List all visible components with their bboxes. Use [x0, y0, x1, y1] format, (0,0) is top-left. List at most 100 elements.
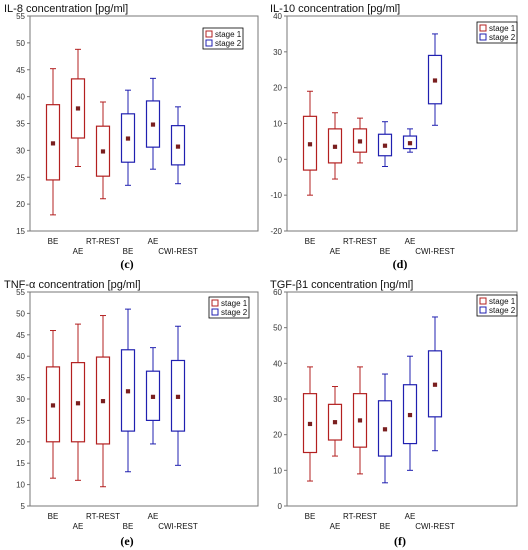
chart-panel-2: IL-10 concentration [pg/ml] -20 -10 0 10 20 30… [270, 3, 518, 271]
y-tick-label: 15 [16, 227, 25, 236]
box-1 [302, 90, 318, 196]
panel-label: (f) [394, 534, 406, 548]
box-6 [170, 106, 186, 185]
y-tick-label: 45 [16, 331, 25, 340]
box-2 [327, 386, 343, 457]
category-label: RT-REST [343, 237, 377, 246]
legend-box [208, 296, 250, 319]
category-label: AE [405, 512, 416, 521]
median-marker [125, 388, 131, 395]
legend-label: stage 1 [215, 30, 242, 39]
y-tick-label: 0 [278, 155, 283, 164]
box-5 [145, 77, 161, 170]
box-5 [145, 347, 161, 445]
y-tick-label: 10 [16, 481, 25, 490]
legend-label: stage 2 [489, 306, 516, 315]
y-tick-label: 50 [273, 324, 282, 333]
legend-label: stage 2 [489, 33, 516, 42]
y-tick-label: 35 [16, 120, 25, 129]
category-label: CWI-REST [158, 522, 198, 531]
median-marker [432, 77, 438, 84]
box-2 [70, 323, 86, 481]
category-label: CWI-REST [415, 522, 455, 531]
category-label: BE [123, 247, 134, 256]
y-tick-label: 60 [273, 288, 282, 297]
median-marker [175, 393, 181, 400]
y-tick-label: 0 [278, 502, 283, 511]
median-marker [75, 105, 81, 112]
panel-label: (c) [120, 257, 133, 271]
legend-label: stage 2 [215, 39, 242, 48]
y-tick-label: 40 [16, 352, 25, 361]
plot-area [29, 291, 259, 507]
chart-title: IL-10 concentration [pg/ml] [270, 3, 400, 15]
box-2 [327, 112, 343, 180]
median-marker [382, 426, 388, 433]
y-tick-label: 30 [273, 395, 282, 404]
category-label: BE [48, 512, 59, 521]
legend-box [202, 27, 244, 50]
y-tick-label: 25 [16, 173, 25, 182]
panel-label: (d) [393, 257, 408, 271]
box-3 [95, 101, 111, 200]
y-tick-label: 55 [16, 12, 25, 21]
box-5 [402, 128, 418, 153]
median-marker [100, 398, 106, 405]
median-marker [50, 402, 56, 409]
median-marker [332, 419, 338, 426]
median-marker [150, 393, 156, 400]
box-3 [95, 315, 111, 488]
box-3 [352, 117, 368, 164]
box-5 [402, 355, 418, 471]
y-tick-label: 20 [273, 431, 282, 440]
chart-title: IL-8 concentration [pg/ml] [4, 3, 128, 15]
legend-swatch-stage-2 [479, 33, 487, 41]
box-4 [377, 121, 393, 167]
legend-box [476, 294, 518, 317]
category-label: AE [330, 522, 341, 531]
y-tick-label: 10 [273, 466, 282, 475]
category-label: BE [123, 522, 134, 531]
y-tick-label: 10 [273, 120, 282, 129]
box-2 [70, 48, 86, 167]
box-4 [377, 373, 393, 484]
y-tick-label: 20 [273, 84, 282, 93]
median-marker [50, 140, 56, 147]
legend-label: stage 2 [221, 308, 248, 317]
median-marker [175, 143, 181, 150]
median-marker [382, 142, 388, 149]
legend-box [476, 21, 518, 44]
median-marker [332, 143, 338, 150]
y-tick-label: 45 [16, 66, 25, 75]
legend-swatch-stage-1 [205, 30, 213, 38]
legend-swatch-stage-2 [205, 39, 213, 47]
category-label: AE [73, 522, 84, 531]
legend-label: stage 1 [489, 297, 516, 306]
legend-label: stage 1 [489, 24, 516, 33]
chart-title: TGF-β1 concentration [ng/ml] [270, 279, 413, 291]
median-marker [125, 135, 131, 142]
y-tick-label: 25 [16, 416, 25, 425]
median-marker [407, 412, 413, 418]
y-tick-label: 15 [16, 459, 25, 468]
category-label: CWI-REST [158, 247, 198, 256]
y-tick-label: 40 [273, 359, 282, 368]
box-3 [352, 366, 368, 475]
y-tick-label: -10 [270, 191, 282, 200]
category-label: BE [305, 237, 316, 246]
box-1 [45, 68, 61, 216]
box-4 [120, 308, 136, 473]
y-tick-label: 20 [16, 438, 25, 447]
category-label: AE [330, 247, 341, 256]
median-marker [150, 121, 156, 128]
y-tick-label: 30 [16, 146, 25, 155]
chart-title: TNF-α concentration [pg/ml] [4, 279, 141, 291]
category-label: AE [148, 512, 159, 521]
category-label: BE [305, 512, 316, 521]
chart-panel-1: IL-8 concentration [pg/ml] 15 20 25 30 35 40 45… [4, 3, 259, 271]
category-label: AE [73, 247, 84, 256]
box-6 [170, 325, 186, 466]
category-label: RT-REST [343, 512, 377, 521]
